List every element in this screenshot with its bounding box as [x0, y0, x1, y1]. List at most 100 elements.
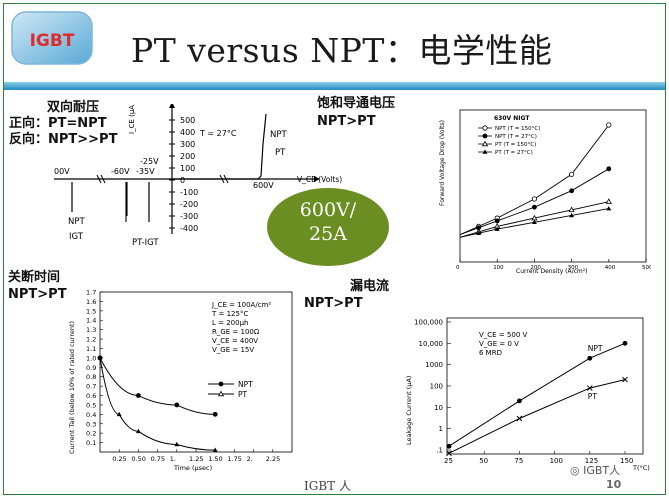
fvd-x-tick-label: 300 — [568, 265, 579, 271]
fvd-series — [459, 122, 612, 238]
lc-point — [517, 398, 522, 404]
fvd-x-tick-label: 400 — [605, 265, 616, 271]
bv-tick-600: 600V — [253, 181, 274, 190]
lc-series: NPT PT — [446, 340, 628, 457]
ct-y-tick-label: 0.1 — [86, 439, 96, 447]
bv-curve-forward-rise — [262, 113, 267, 145]
ct-legend-marker — [217, 390, 225, 397]
fvd-title: 630V NIGT — [494, 115, 530, 122]
bv-y-tick-label: -400 — [180, 224, 198, 233]
lc-x-label: T(°C) — [632, 464, 650, 472]
lc-x-ticks: 25 50 75 100 125 150 — [444, 451, 633, 465]
saturation-title: 饱和导通电压 — [317, 96, 396, 111]
fvd-point — [605, 198, 612, 204]
reverse-label: 反向：NPT>>PT — [9, 132, 118, 147]
fvd-frame — [459, 109, 647, 263]
bv-y-tick-label: -200 — [180, 200, 198, 209]
ct-x-ticks: 0.25 0.50 0.75 1. 1.25 1.50 1.75 2. 2.25 — [112, 449, 280, 463]
lc-series-line — [448, 342, 626, 447]
ct-y-tick-label: 1.6 — [86, 298, 96, 306]
fvd-legend-label: PT (T = 27°C) — [495, 150, 533, 156]
lc-point — [622, 376, 628, 383]
badge-line1: 600V/ — [299, 199, 357, 221]
fvd-y-label: Forward Voltage Drop (Volts) — [439, 120, 446, 206]
ct-x-tick-label: 0.50 — [131, 455, 145, 463]
ct-point — [136, 428, 141, 434]
bv-tick-neg25: -25V — [140, 157, 159, 166]
lc-point — [446, 443, 452, 449]
fvd-point — [606, 205, 612, 211]
lc-y-tick-label: .1 — [436, 447, 443, 455]
badge-text: 600V/ 25A — [266, 199, 390, 247]
lc-y-label: Leakage Current (µA) — [405, 376, 413, 445]
ct-series-line — [99, 357, 216, 451]
bv-y-ticks: 500 400 300 200 100 0 -100 -200 -300 -400 — [169, 116, 198, 233]
bv-x-label: V_CE (Volts) — [297, 175, 342, 184]
bv-series-npt-label: NPT — [270, 130, 287, 140]
lc-x-tick-label: 125 — [585, 457, 598, 465]
bv-curve-pt-reverse — [125, 182, 128, 222]
fvd-x-tick-label: 100 — [493, 265, 504, 271]
fvd-x-ticks: 0 100 200 300 400 500 — [456, 259, 651, 271]
ct-y-tick-label: 0.7 — [86, 383, 96, 391]
fvd-legend-label: NPT (T = 150°C) — [495, 126, 540, 132]
lc-series-line — [448, 379, 626, 454]
lc-point-b — [516, 415, 523, 422]
leakage-current-chart: Leakage Current (µA) T(°C) 100,000 10,000… — [405, 317, 650, 472]
fvd-point — [494, 218, 500, 224]
fvd-series-line — [459, 201, 609, 238]
ct-condition: V_CE = 400V — [212, 337, 258, 345]
ct-y-tick-label: 1.4 — [86, 317, 96, 325]
ct-y-tick-label: 1.3 — [86, 326, 96, 334]
watermark: ◎ IGBT人 — [570, 462, 620, 478]
badge-ellipse — [267, 188, 389, 266]
ct-point — [136, 393, 141, 398]
fvd-point — [569, 188, 574, 194]
forward-voltage-chart: Forward Voltage Drop (Volts) Current Den… — [439, 109, 651, 275]
lc-point — [586, 385, 593, 391]
fvd-x-tick-label: 200 — [530, 265, 541, 271]
lc-y-tick-label: 10,000 — [419, 340, 444, 348]
bv-y-tick-label: 100 — [180, 164, 195, 173]
lc-point — [516, 415, 523, 422]
ct-condition: J_CE = 100A/cm² — [211, 301, 271, 309]
turnoff-title: 关断时间 — [8, 270, 61, 285]
badge-line2: 25A — [309, 222, 347, 245]
ct-y-tick-label: 0.3 — [86, 420, 96, 428]
ct-y-ticks: 1.71.61.5 1.41.3 1.21.11.0 0.90.8 0.70.60.5 0… — [86, 289, 103, 447]
fvd-legend-marker — [482, 125, 488, 131]
ct-x-tick-label: 2. — [247, 455, 253, 463]
bv-y-tick-label: 0 — [180, 176, 185, 185]
lc-y-ticks: 100,000 10,000 1000 100 10 1 .1 — [414, 319, 451, 455]
lc-y-tick-label: 100,000 — [414, 319, 443, 327]
fvd-legend-marker — [481, 140, 489, 147]
bv-x-arrow — [314, 176, 320, 182]
fvd-x-label: Current Density (A/cm²) — [516, 268, 588, 275]
fvd-x-tick-label: 500 — [642, 265, 651, 271]
fvd-point — [606, 166, 612, 172]
wechat-icon: ◎ — [570, 464, 580, 477]
ct-y-tick-label: 1.5 — [86, 307, 96, 315]
ct-y-tick-label: 0.5 — [86, 401, 96, 409]
fvd-legend: NPT (T = 150°C) NPT (T = 27°C) PT (T = 150… — [478, 125, 540, 156]
ct-y-tick-label: 0.2 — [86, 430, 96, 438]
saturation-result: NPT>PT — [317, 114, 376, 129]
lc-condition: 6 MRD — [479, 349, 502, 357]
title-divider — [4, 82, 665, 90]
lc-series-label: PT — [588, 392, 598, 401]
fvd-x-tick-label: 0 — [456, 265, 460, 271]
lc-point — [622, 340, 628, 346]
fvd-point — [569, 171, 575, 177]
bv-axis-break-2 — [100, 174, 106, 184]
bv-annotation: T = 27°C — [199, 129, 237, 138]
ct-x-tick-label: 1.50 — [208, 455, 222, 463]
lc-point-b — [446, 450, 452, 457]
lc-point-b — [586, 385, 593, 391]
bv-y-tick-label: 300 — [180, 140, 195, 149]
ct-legend-label: NPT — [238, 380, 253, 389]
ct-x-tick-label: 1. — [170, 455, 176, 463]
lc-x-tick-label: 150 — [620, 457, 633, 465]
ct-point — [174, 402, 180, 408]
ct-y-tick-label: 0.8 — [86, 373, 96, 381]
